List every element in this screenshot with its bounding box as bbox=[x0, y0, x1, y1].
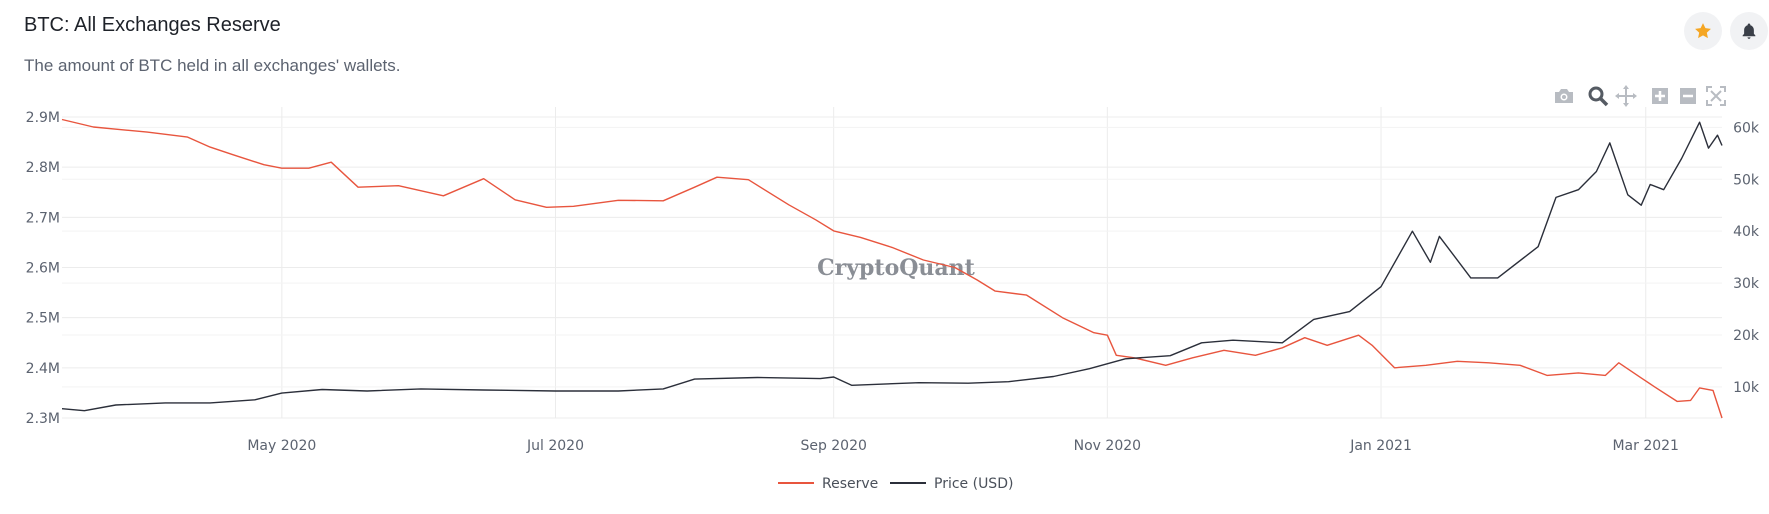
star-icon bbox=[1695, 23, 1711, 39]
x-tick-label: Jul 2020 bbox=[526, 438, 584, 454]
legend-price-label[interactable]: Price (USD) bbox=[934, 476, 1013, 492]
y-left-tick-label: 2.9M bbox=[26, 110, 60, 126]
zoom-icon bbox=[1588, 86, 1609, 107]
reserve-series-line bbox=[61, 118, 1723, 419]
y-left-tick-label: 2.3M bbox=[26, 411, 60, 427]
zoom-out-icon bbox=[1680, 88, 1696, 104]
y-right-tick-label: 30k bbox=[1733, 276, 1760, 292]
legend-reserve-label[interactable]: Reserve bbox=[822, 476, 878, 492]
x-tick-label: Mar 2021 bbox=[1612, 438, 1679, 454]
pan-icon bbox=[1615, 85, 1637, 107]
watermark-logo: CryptoQuant bbox=[817, 255, 976, 281]
y-left-tick-label: 2.4M bbox=[26, 361, 60, 377]
y-right-tick-label: 50k bbox=[1733, 172, 1760, 188]
y-left-tick-label: 2.6M bbox=[26, 261, 60, 277]
camera-icon bbox=[1555, 89, 1573, 103]
page-title: BTC: All Exchanges Reserve bbox=[24, 14, 281, 36]
y-left-tick-label: 2.7M bbox=[26, 210, 60, 226]
zoom-out-button[interactable] bbox=[1676, 84, 1700, 108]
y-right-tick-label: 20k bbox=[1733, 328, 1760, 344]
bell-icon bbox=[1742, 23, 1756, 39]
autoscale-icon bbox=[1706, 86, 1726, 106]
y-left-tick-label: 2.8M bbox=[26, 160, 60, 176]
x-tick-label: May 2020 bbox=[247, 438, 316, 454]
y-right-tick-label: 40k bbox=[1733, 224, 1760, 240]
y-left-tick-label: 2.5M bbox=[26, 311, 60, 327]
zoom-button[interactable] bbox=[1586, 84, 1610, 108]
x-tick-label: Jan 2021 bbox=[1349, 438, 1412, 454]
autoscale-button[interactable] bbox=[1704, 84, 1728, 108]
price-series-line bbox=[61, 121, 1723, 412]
download-image-button[interactable] bbox=[1552, 84, 1576, 108]
y-right-tick-label: 60k bbox=[1733, 120, 1760, 136]
page-subtitle: The amount of BTC held in all exchanges'… bbox=[24, 56, 401, 75]
zoom-in-icon bbox=[1652, 88, 1668, 104]
x-tick-label: Sep 2020 bbox=[800, 438, 866, 454]
favorite-button[interactable] bbox=[1684, 12, 1722, 50]
zoom-in-button[interactable] bbox=[1648, 84, 1672, 108]
y-right-tick-label: 10k bbox=[1733, 380, 1760, 396]
pan-button[interactable] bbox=[1614, 84, 1638, 108]
x-tick-label: Nov 2020 bbox=[1074, 438, 1141, 454]
alert-button[interactable] bbox=[1730, 12, 1768, 50]
